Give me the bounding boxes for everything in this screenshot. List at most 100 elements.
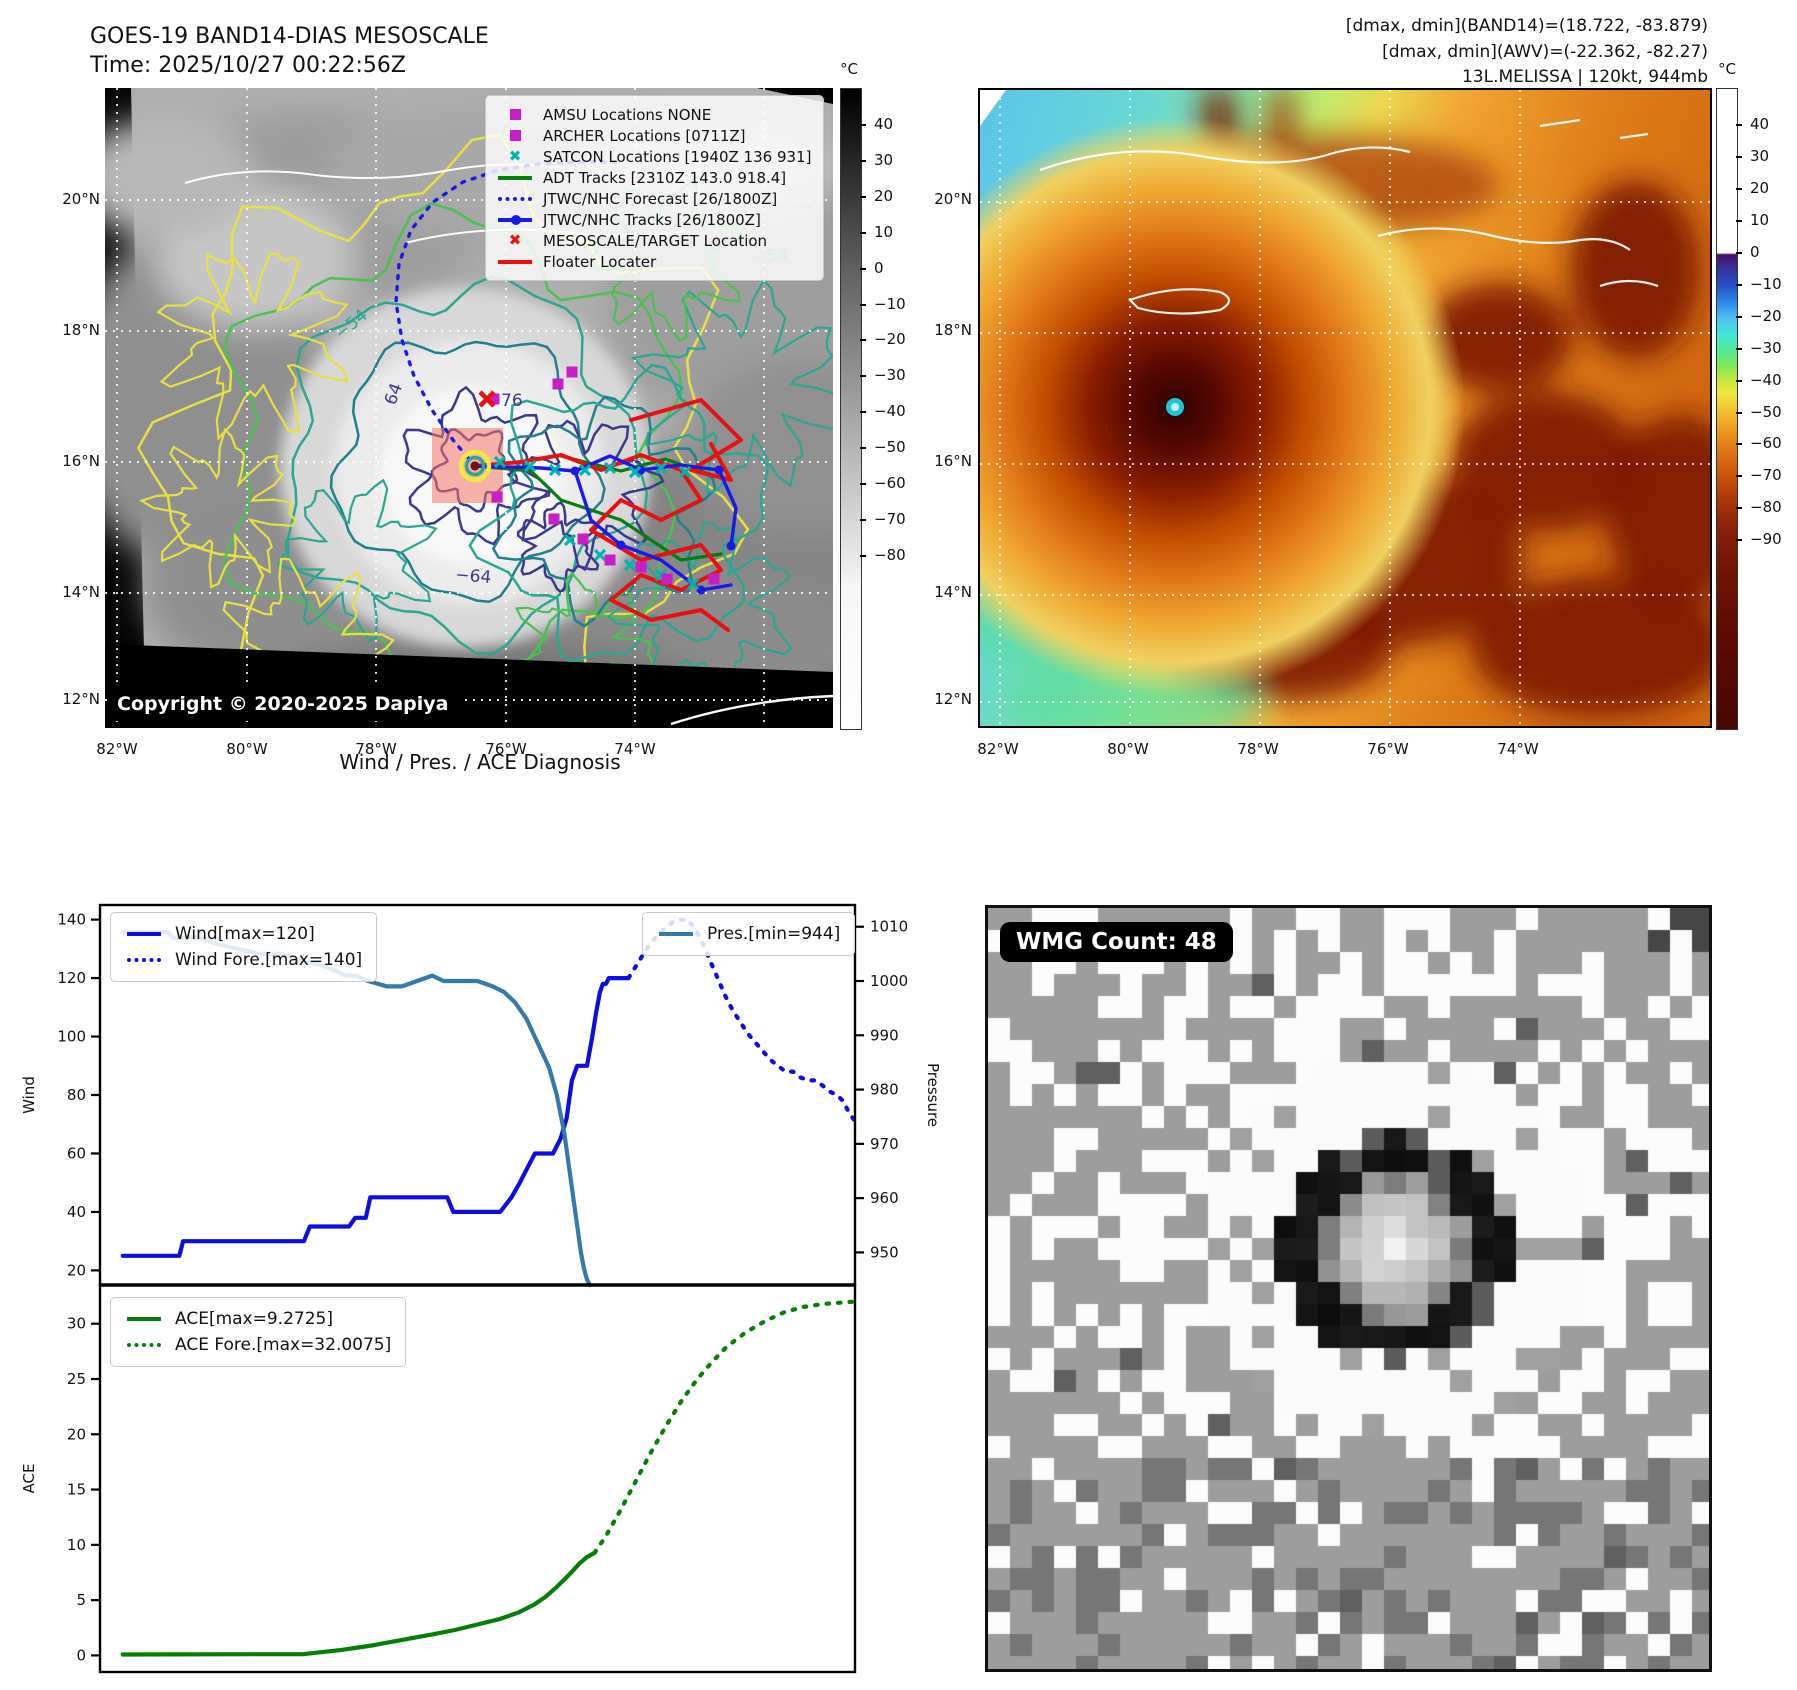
tick-label: 25	[67, 1370, 86, 1388]
colorbar-tick-label: 30	[874, 150, 894, 169]
legend-label: Wind Fore.[max=140]	[175, 950, 363, 970]
temp-contour	[139, 427, 297, 589]
ir-map-image	[980, 90, 1710, 726]
colorbar-tick-mark	[1736, 475, 1742, 478]
tick-label: 0	[76, 1646, 86, 1664]
archer-marker	[488, 393, 500, 405]
legend-row: Pres.[min=944]	[657, 921, 840, 947]
colorbar-tick-label: −80	[874, 545, 906, 564]
colorbar-tick-label: 0	[1750, 243, 1760, 261]
tick-label: 990	[870, 1026, 899, 1044]
pressure-line-icon	[657, 932, 695, 936]
colorbar-tick-mark	[1736, 443, 1742, 446]
tick-label: 120	[57, 969, 86, 987]
tick-label: 60	[67, 1144, 86, 1162]
storm-info-block: [dmax, dmin](BAND14)=(18.722, -83.879) […	[1346, 14, 1708, 91]
tick-label: 140	[57, 911, 86, 929]
legend-label: Pres.[min=944]	[707, 924, 841, 944]
temp-contour	[329, 340, 606, 603]
colorbar-tick-label: −70	[874, 509, 906, 528]
archer-marker	[566, 366, 578, 378]
colorbar-tick-mark	[860, 231, 866, 234]
temp-contour	[286, 275, 649, 656]
colorbar-tick-label: 10	[1750, 211, 1770, 230]
wind-line-icon	[125, 932, 163, 936]
legend-item-label: JTWC/NHC Forecast [26/1800Z]	[543, 189, 778, 208]
line-dot-icon	[496, 214, 534, 225]
colorbar-tick-label: 40	[1750, 115, 1770, 134]
colorbar-tick-mark	[860, 447, 866, 450]
pressure-axis-label: Pressure	[924, 1063, 942, 1127]
coastline	[1127, 288, 1231, 315]
legend-row: AMSU Locations NONE	[496, 104, 811, 125]
cold-cloud-blob	[1570, 180, 1700, 360]
info-line-storm: 13L.MELISSA | 120kt, 944mb	[1461, 67, 1708, 87]
colorbar-tick-label: −10	[874, 294, 906, 313]
eye-center	[470, 461, 480, 471]
satcon-marker	[628, 465, 642, 479]
satcon-marker	[603, 461, 617, 475]
satcon-marker	[548, 463, 562, 477]
legend-item-label: AMSU Locations NONE	[543, 105, 712, 124]
hurricane-eye-center	[1171, 403, 1179, 411]
diagnosis-title: Wind / Pres. / ACE Diagnosis	[339, 750, 621, 774]
colorbar-tick-label: −30	[1750, 338, 1782, 357]
figure-title: GOES-19 BAND14-DIAS MESOSCALE	[90, 24, 489, 49]
lat-label: 16°N	[62, 452, 100, 470]
wind-legend: Wind[max=120] Wind Fore.[max=140]	[110, 912, 378, 982]
contour-label: 76	[501, 391, 523, 411]
tick-label: 5	[76, 1591, 86, 1609]
lon-label: 74°W	[614, 740, 656, 758]
wmg-panel	[985, 905, 1712, 1672]
legend-row: ARCHER Locations [0711Z]	[496, 125, 811, 146]
satcon-marker	[523, 459, 537, 473]
colorbar-tick-label: −40	[874, 402, 906, 421]
colorbar-tick-mark	[1736, 283, 1742, 286]
tick-label: 100	[57, 1028, 86, 1046]
colorbar-tick-label: −90	[1750, 530, 1782, 549]
satcon-marker	[623, 558, 637, 572]
lon-label: 76°W	[485, 740, 527, 758]
lat-label: 20°N	[62, 190, 100, 208]
info-line-awv: [dmax, dmin](AWV)=(-22.362, -82.27)	[1382, 41, 1708, 62]
tick-label: 20	[67, 1425, 86, 1443]
jtwc-track-point	[726, 541, 736, 551]
jtwc-forecast-track	[394, 160, 617, 468]
hurricane-core	[980, 117, 1465, 697]
tick-label: 15	[67, 1481, 86, 1499]
colorbar-tick-mark	[1736, 252, 1742, 254]
legend-item-label: Floater Locater	[543, 252, 657, 271]
cold-cloud-blob	[1470, 576, 1710, 716]
diagnosis-charts: 1401201008060402010101000990980970960950…	[20, 903, 942, 1674]
lat-label: 18°N	[62, 321, 100, 339]
satcon-marker	[654, 461, 668, 475]
floater-track	[629, 398, 743, 482]
wmg-pixel-image	[988, 908, 1709, 1669]
lat-label: 14°N	[62, 583, 100, 601]
archer-marker	[552, 378, 564, 390]
floater-track	[473, 453, 730, 632]
eye-inner-ring	[464, 455, 486, 477]
adt-track	[473, 464, 723, 562]
dotted-line-icon	[496, 196, 534, 201]
colorbar-tick-label: −70	[1750, 466, 1782, 485]
lon-label: 80°W	[1107, 740, 1149, 758]
line-icon	[496, 259, 534, 264]
coastline	[1539, 118, 1649, 140]
temp-contour	[606, 521, 793, 705]
tick-label: 1010	[870, 918, 908, 936]
coastline	[1377, 227, 1631, 251]
chart-series-ace	[120, 1550, 597, 1657]
colorbar-tick-mark	[1736, 347, 1742, 350]
colorbar-tick-label: −30	[874, 366, 906, 385]
line-icon	[496, 175, 534, 180]
colorbar-tick-label: −10	[1750, 274, 1782, 293]
colorbar-tick-label: 0	[874, 258, 884, 277]
lon-label: 78°W	[355, 740, 397, 758]
colorbar-tick-mark	[860, 375, 866, 378]
cloud-blob	[685, 358, 833, 538]
wind-forecast-line-icon	[125, 958, 163, 962]
cold-cloud-blob	[1605, 415, 1710, 605]
colorbar-tick-label: −60	[1750, 434, 1782, 453]
colorbar-tick-label: −60	[874, 474, 906, 492]
